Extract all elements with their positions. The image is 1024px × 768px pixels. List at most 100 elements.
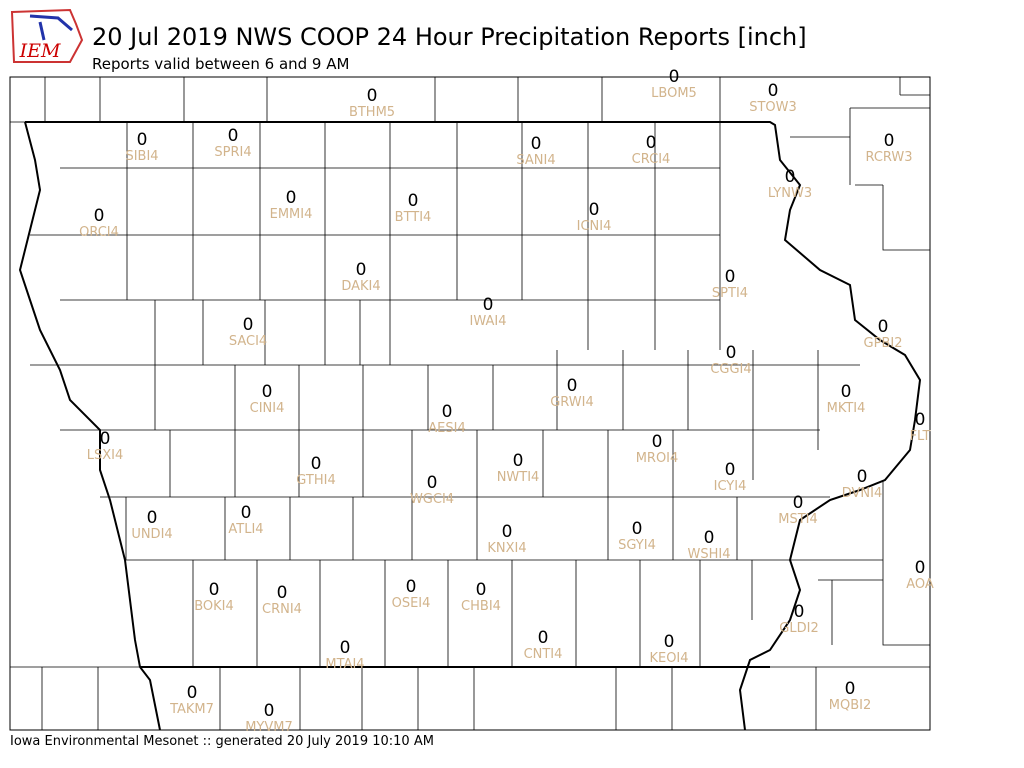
station-id: OSEI4 (392, 596, 431, 611)
station-id: MYVM7 (245, 720, 293, 735)
station-value: 0 (915, 558, 926, 578)
station-id: MKTI4 (827, 401, 866, 416)
station-value: 0 (241, 503, 252, 523)
station-id: LSXI4 (87, 448, 124, 463)
station-value: 0 (725, 460, 736, 480)
station-id: SGYI4 (618, 538, 656, 553)
station-value: 0 (406, 577, 417, 597)
station-id: CNTI4 (524, 647, 563, 662)
station-value: 0 (264, 701, 275, 721)
station-value: 0 (367, 86, 378, 106)
station-id: CGGI4 (710, 362, 751, 377)
station-value: 0 (652, 432, 663, 452)
station-value: 0 (340, 638, 351, 658)
station-id: SPRI4 (214, 145, 251, 160)
station-id: EMMI4 (270, 207, 313, 222)
station-id: SPTI4 (712, 286, 748, 301)
station-id: SACI4 (229, 334, 267, 349)
station-value: 0 (768, 81, 779, 101)
station-id: CRNI4 (262, 602, 302, 617)
station-value: 0 (187, 683, 198, 703)
station-value: 0 (262, 382, 273, 402)
station-value: 0 (137, 130, 148, 150)
station-value: 0 (646, 133, 657, 153)
station-id: KEOI4 (649, 651, 688, 666)
station-id: UNDI4 (131, 527, 172, 542)
station-value: 0 (785, 167, 796, 187)
station-value: 0 (915, 410, 926, 430)
station-value: 0 (427, 473, 438, 493)
station-value: 0 (311, 454, 322, 474)
station-id: ATLI4 (228, 522, 263, 537)
station-id: MQBI2 (829, 698, 871, 713)
footer: Iowa Environmental Mesonet :: generated … (10, 734, 434, 749)
station-value: 0 (513, 451, 524, 471)
station-value: 0 (704, 528, 715, 548)
station-id: BOKI4 (194, 599, 234, 614)
station-id: MROI4 (636, 451, 679, 466)
station-id: LYNW3 (768, 186, 812, 201)
station-id: WGCI4 (410, 492, 454, 507)
station-value: 0 (726, 343, 737, 363)
station-value: 0 (286, 188, 297, 208)
station-value: 0 (408, 191, 419, 211)
station-id: LBOM5 (651, 86, 697, 101)
station-value: 0 (476, 580, 487, 600)
logo-text: IEM (19, 40, 61, 62)
station-value: 0 (857, 467, 868, 487)
station-id: GTHI4 (296, 473, 335, 488)
station-value: 0 (664, 632, 675, 652)
station-id: KNXI4 (487, 541, 526, 556)
station-value: 0 (632, 519, 643, 539)
title: 20 Jul 2019 NWS COOP 24 Hour Precipitati… (92, 23, 807, 51)
subtitle: Reports valid between 6 and 9 AM (92, 55, 349, 73)
station-id: CRCI4 (632, 152, 671, 167)
station-value: 0 (841, 382, 852, 402)
station-value: 0 (94, 206, 105, 226)
station-id: DAKI4 (341, 279, 380, 294)
station-id: NWTI4 (497, 470, 540, 485)
station-value: 0 (794, 602, 805, 622)
station-id: SIBI4 (125, 149, 158, 164)
station-id: CHBI4 (461, 599, 501, 614)
logo: IEM (10, 8, 84, 63)
station-id: AESI4 (428, 421, 465, 436)
station-id: SANI4 (516, 153, 555, 168)
station-id: ICNI4 (577, 219, 612, 234)
station-id: GRWI4 (550, 395, 594, 410)
station-id: BTTI4 (395, 210, 432, 225)
station-value: 0 (538, 628, 549, 648)
station-id: BTHM5 (349, 105, 395, 120)
station-value: 0 (725, 267, 736, 287)
station-value: 0 (845, 679, 856, 699)
station-value: 0 (277, 583, 288, 603)
station-id: MTAI4 (325, 657, 364, 672)
station-value: 0 (100, 429, 111, 449)
station-id: RCRW3 (865, 150, 912, 165)
basemap (9, 76, 931, 731)
station-value: 0 (442, 402, 453, 422)
station-value: 0 (209, 580, 220, 600)
station-id: WSHI4 (688, 547, 731, 562)
station-value: 0 (502, 522, 513, 542)
station-id: STOW3 (749, 100, 797, 115)
station-value: 0 (884, 131, 895, 151)
station-value: 0 (669, 67, 680, 87)
station-value: 0 (878, 317, 889, 337)
station-value: 0 (589, 200, 600, 220)
station-id: ORCI4 (79, 225, 119, 240)
station-value: 0 (228, 126, 239, 146)
station-id: AOA (906, 577, 934, 592)
station-value: 0 (531, 134, 542, 154)
station-id: IWAI4 (470, 314, 507, 329)
station-value: 0 (147, 508, 158, 528)
station-id: FLT (910, 429, 931, 444)
station-value: 0 (483, 295, 494, 315)
station-value: 0 (793, 493, 804, 513)
station-id: ICYI4 (714, 479, 747, 494)
station-id: DVNI4 (842, 486, 883, 501)
station-value: 0 (243, 315, 254, 335)
station-value: 0 (356, 260, 367, 280)
